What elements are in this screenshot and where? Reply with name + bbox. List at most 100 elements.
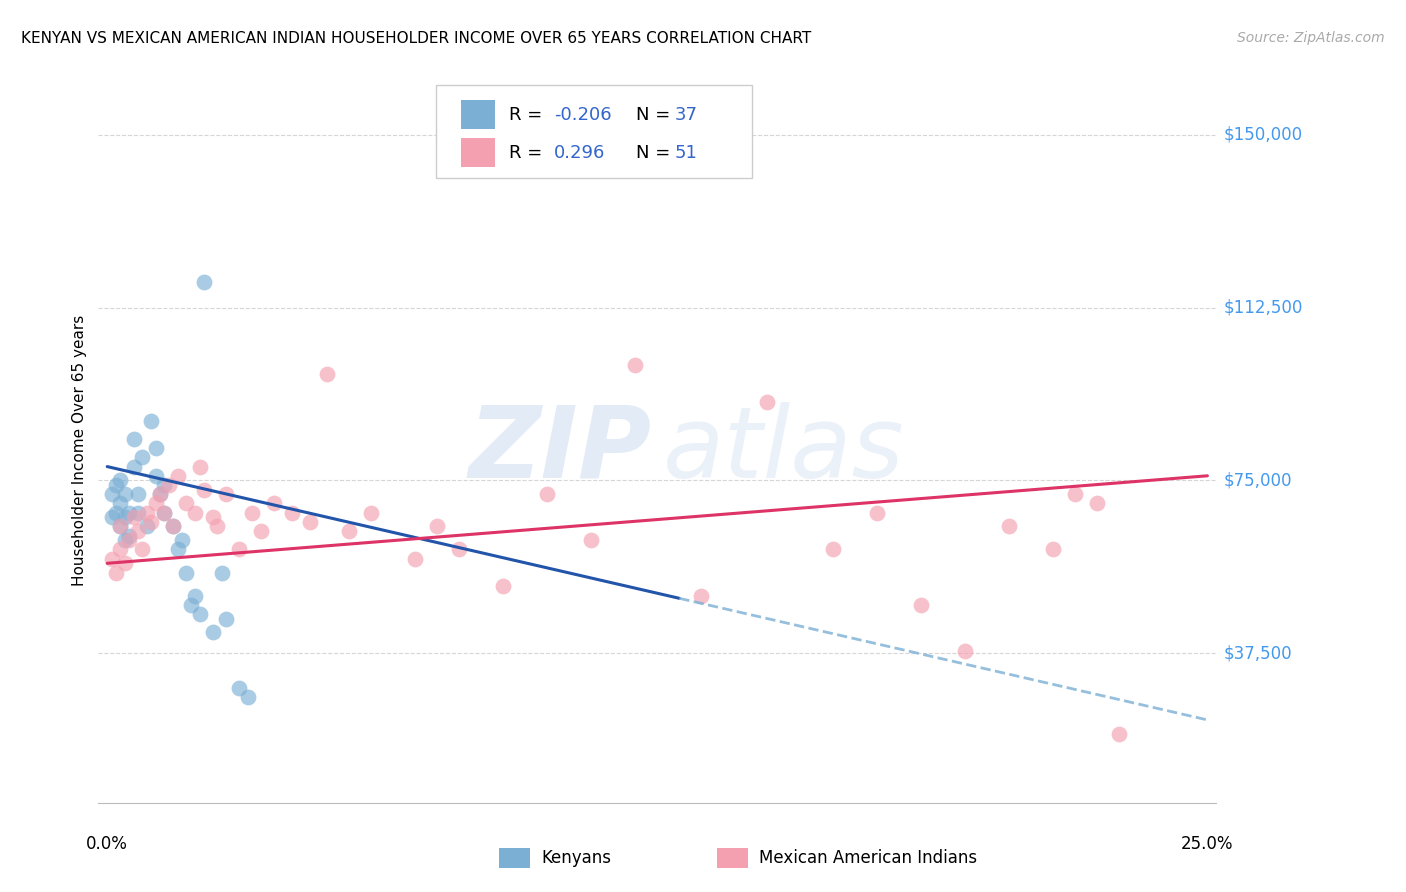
Text: $150,000: $150,000: [1223, 126, 1302, 144]
Point: [188, 459, 211, 474]
Point: [135, 506, 157, 520]
Point: [153, 478, 176, 492]
Point: [127, 487, 149, 501]
Point: [118, 506, 141, 520]
Text: $37,500: $37,500: [1223, 644, 1292, 662]
Point: [236, 690, 259, 704]
Point: [176, 496, 198, 510]
Text: -0.206: -0.206: [554, 105, 612, 124]
Text: R =: R =: [509, 105, 548, 124]
Point: [215, 611, 238, 625]
Point: [426, 519, 449, 533]
Text: 51: 51: [675, 144, 697, 161]
Point: [110, 474, 132, 488]
Point: [955, 644, 977, 658]
Point: [110, 542, 132, 557]
Point: [176, 566, 198, 580]
Point: [153, 506, 176, 520]
Text: Kenyans: Kenyans: [541, 849, 612, 867]
Text: ZIP: ZIP: [468, 402, 652, 499]
Point: [250, 524, 273, 538]
Point: [166, 468, 188, 483]
Point: [823, 542, 845, 557]
Point: [141, 515, 163, 529]
Point: [110, 519, 132, 533]
Point: [1085, 496, 1108, 510]
Point: [756, 395, 779, 409]
Point: [170, 533, 193, 548]
Point: [100, 551, 122, 566]
Point: [122, 459, 145, 474]
Point: [131, 450, 153, 465]
Point: [193, 276, 215, 290]
Point: [149, 487, 172, 501]
Text: atlas: atlas: [662, 402, 904, 499]
Point: [166, 542, 188, 557]
Point: [298, 515, 321, 529]
Point: [184, 506, 207, 520]
Text: 0.0%: 0.0%: [86, 835, 128, 853]
Text: N =: N =: [636, 105, 675, 124]
Text: $112,500: $112,500: [1223, 299, 1302, 317]
Point: [114, 510, 136, 524]
Point: [536, 487, 558, 501]
Point: [145, 496, 167, 510]
Y-axis label: Householder Income Over 65 years: Householder Income Over 65 years: [72, 315, 87, 586]
Point: [157, 478, 180, 492]
Point: [118, 529, 141, 543]
Point: [193, 483, 215, 497]
Text: 37: 37: [675, 105, 697, 124]
Point: [105, 566, 128, 580]
Point: [207, 519, 229, 533]
Point: [114, 487, 136, 501]
Text: 25.0%: 25.0%: [1181, 835, 1233, 853]
Point: [228, 542, 250, 557]
Point: [998, 519, 1021, 533]
Point: [131, 542, 153, 557]
Point: [201, 510, 224, 524]
Point: [149, 487, 172, 501]
Text: R =: R =: [509, 144, 548, 161]
Point: [114, 533, 136, 548]
Point: [180, 598, 202, 612]
Point: [162, 519, 184, 533]
Point: [228, 681, 250, 695]
Point: [866, 506, 889, 520]
Point: [114, 557, 136, 571]
Point: [141, 413, 163, 427]
Point: [188, 607, 211, 621]
Text: N =: N =: [636, 144, 675, 161]
Point: [581, 533, 603, 548]
Point: [135, 519, 157, 533]
Point: [1042, 542, 1064, 557]
Point: [162, 519, 184, 533]
Point: [910, 598, 932, 612]
Point: [153, 506, 176, 520]
Point: [624, 358, 647, 372]
Text: KENYAN VS MEXICAN AMERICAN INDIAN HOUSEHOLDER INCOME OVER 65 YEARS CORRELATION C: KENYAN VS MEXICAN AMERICAN INDIAN HOUSEH…: [21, 31, 811, 46]
Point: [201, 625, 224, 640]
Point: [145, 468, 167, 483]
Point: [110, 496, 132, 510]
Point: [105, 478, 128, 492]
Point: [127, 524, 149, 538]
Point: [492, 579, 515, 593]
Text: 0.296: 0.296: [554, 144, 606, 161]
Point: [449, 542, 471, 557]
Point: [145, 441, 167, 455]
Point: [118, 533, 141, 548]
Point: [215, 487, 238, 501]
Point: [404, 551, 426, 566]
Point: [690, 589, 713, 603]
Point: [100, 510, 122, 524]
Point: [110, 519, 132, 533]
Text: $75,000: $75,000: [1223, 471, 1292, 490]
Point: [316, 368, 339, 382]
Point: [242, 506, 264, 520]
Point: [360, 506, 382, 520]
Point: [127, 506, 149, 520]
Point: [263, 496, 285, 510]
Point: [184, 589, 207, 603]
Text: Mexican American Indians: Mexican American Indians: [759, 849, 977, 867]
Point: [1064, 487, 1087, 501]
